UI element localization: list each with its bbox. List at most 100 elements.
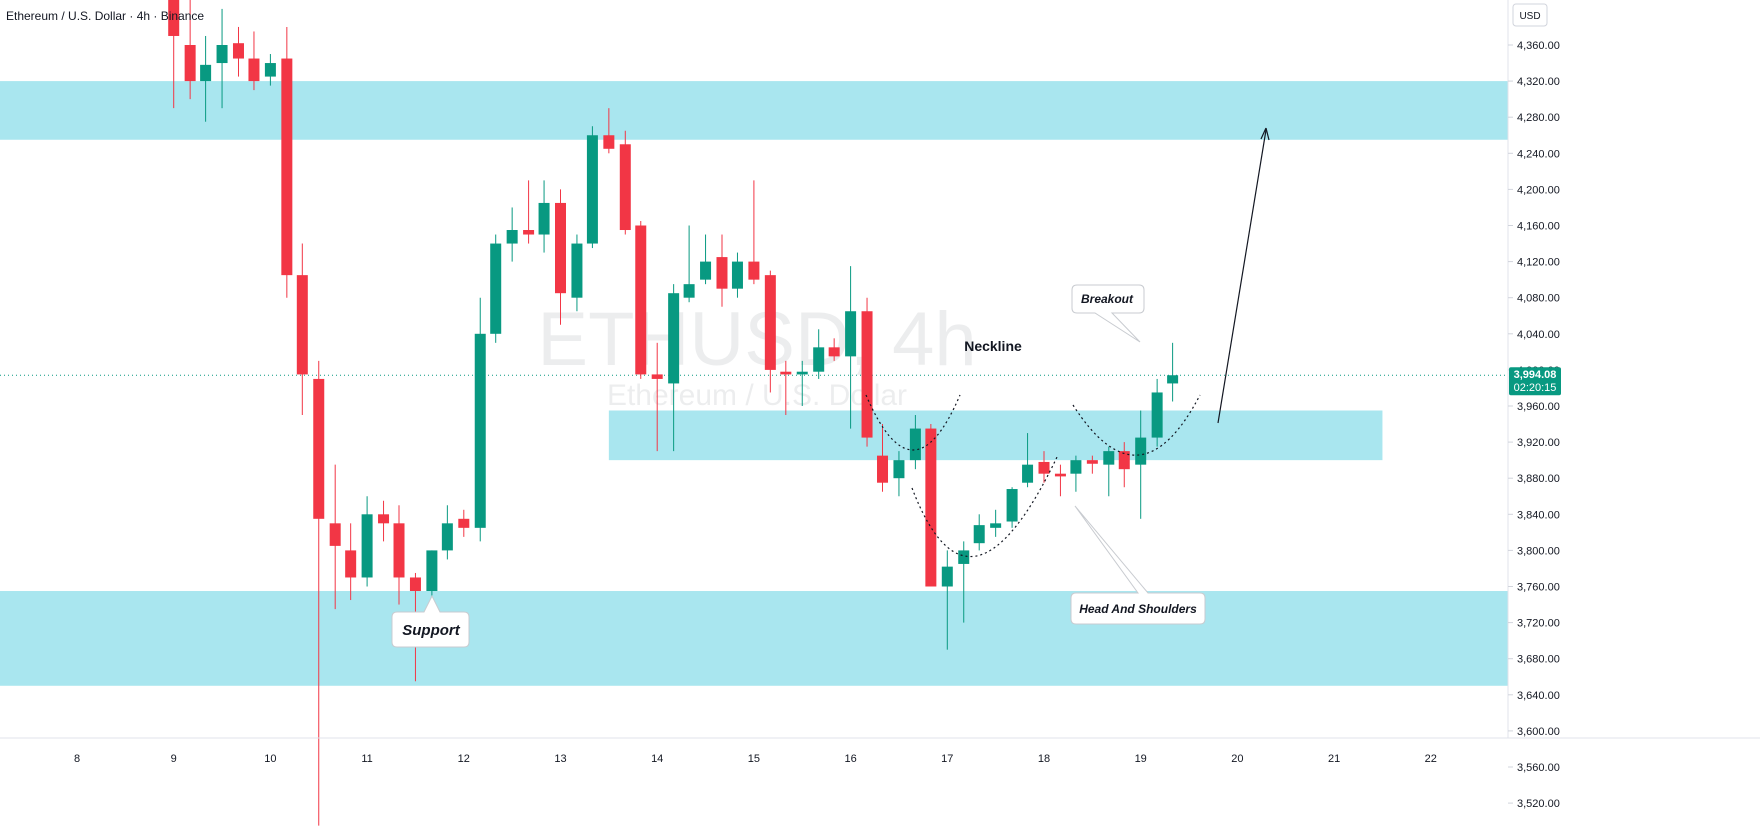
- head-and-shoulders-label: Head And Shoulders: [1079, 602, 1197, 616]
- candle-40: [813, 329, 825, 379]
- candles-layer: [168, 0, 1179, 826]
- x-tick-label: 11: [361, 753, 372, 765]
- x-tick-label: 14: [651, 753, 663, 765]
- current-price-value: 3,994.08: [1514, 369, 1557, 381]
- candle-4: [232, 26, 244, 77]
- pattern-curves: [865, 394, 1201, 558]
- candle-36: [748, 180, 760, 285]
- candle-8: [296, 243, 308, 416]
- right-shoulder-curve: [1072, 394, 1201, 456]
- x-tick-label: 15: [748, 753, 760, 765]
- y-tick-label: 3,880.00: [1517, 473, 1560, 485]
- candle-body: [296, 275, 308, 375]
- candle-body: [313, 378, 325, 519]
- candle-27: [603, 108, 615, 154]
- support-label: Support: [402, 622, 460, 639]
- y-tick-label: 3,560.00: [1517, 762, 1560, 774]
- candle-body: [393, 523, 405, 578]
- zone-0: [0, 81, 1508, 140]
- support-callout[interactable]: Support: [391, 594, 470, 648]
- candle-body: [281, 58, 293, 276]
- breakout-callout[interactable]: Breakout: [1071, 284, 1145, 343]
- y-tick-label: 3,920.00: [1517, 437, 1560, 449]
- candle-18: [458, 509, 470, 537]
- candle-body: [651, 374, 663, 379]
- x-tick-label: 16: [844, 753, 856, 765]
- candle-body: [441, 523, 453, 551]
- candle-56: [1070, 455, 1082, 492]
- candle-30: [651, 342, 663, 452]
- candle-17: [441, 505, 453, 560]
- x-tick-label: 17: [941, 753, 953, 765]
- candle-body: [248, 58, 260, 82]
- y-tick-label: 4,200.00: [1517, 184, 1560, 196]
- candle-47: [925, 424, 937, 587]
- currency-box: [1512, 3, 1548, 27]
- y-tick-label: 3,640.00: [1517, 690, 1560, 702]
- candle-body: [796, 371, 808, 375]
- candle-51: [990, 509, 1002, 537]
- candle-53: [1022, 433, 1034, 488]
- candle-34: [716, 234, 728, 307]
- candle-body: [184, 45, 196, 82]
- neckline-label: Neckline: [964, 338, 1022, 354]
- candle-23: [538, 180, 550, 253]
- candle-body: [925, 428, 937, 587]
- candle-body: [941, 566, 953, 587]
- y-tick-label: 3,760.00: [1517, 582, 1560, 594]
- candle-body: [716, 257, 728, 289]
- candle-28: [619, 130, 631, 235]
- candle-body: [409, 577, 421, 592]
- x-tick-label: 12: [458, 753, 470, 765]
- candle-body: [523, 230, 535, 235]
- candle-42: [845, 266, 857, 429]
- head-curve: [911, 454, 1059, 558]
- candle-31: [668, 284, 680, 452]
- candle-body: [1103, 451, 1115, 465]
- y-tick-label: 4,360.00: [1517, 40, 1560, 52]
- y-tick-label: 4,320.00: [1517, 76, 1560, 88]
- candle-body: [683, 284, 695, 298]
- candle-body: [1070, 460, 1082, 474]
- y-tick-label: 4,040.00: [1517, 329, 1560, 341]
- y-tick-label: 4,080.00: [1517, 293, 1560, 305]
- candle-body: [877, 455, 889, 483]
- candle-body: [490, 243, 502, 334]
- currency-label: USD: [1519, 11, 1540, 22]
- candle-body: [780, 371, 792, 375]
- zone-2: [608, 410, 1383, 461]
- price-axis[interactable]: USD 3,520.00 3,560.00 3,600.00 3,640.00 3,68…: [1507, 0, 1560, 810]
- breakout-arrow[interactable]: [1217, 127, 1270, 424]
- zones-layer: [0, 81, 1508, 686]
- candle-11: [345, 523, 357, 601]
- candle-body: [1086, 460, 1098, 464]
- candle-38: [780, 360, 792, 416]
- candle-body: [216, 45, 228, 64]
- x-tick-label: 20: [1231, 753, 1243, 765]
- candle-6: [264, 54, 276, 86]
- x-tick-label: 18: [1038, 753, 1050, 765]
- head-and-shoulders-callout[interactable]: Head And Shoulders: [1070, 505, 1206, 625]
- candle-46: [909, 415, 921, 470]
- y-tick-label: 3,600.00: [1517, 726, 1560, 738]
- candle-body: [748, 261, 760, 280]
- candle-body: [345, 550, 357, 578]
- candle-5: [248, 31, 260, 91]
- x-tick-label: 9: [171, 753, 177, 765]
- candle-body: [909, 428, 921, 461]
- candle-body: [603, 135, 615, 149]
- candle-55: [1054, 464, 1066, 497]
- candle-1: [184, 0, 196, 100]
- candle-59: [1118, 442, 1130, 488]
- candle-body: [845, 311, 857, 357]
- candle-35: [731, 252, 743, 298]
- candle-7: [281, 26, 293, 298]
- breakout-label: Breakout: [1081, 292, 1134, 306]
- time-axis[interactable]: 8 9 10 11 12 13 14 15 16 17 18 19 20 21 22: [0, 737, 1760, 765]
- y-tick-label: 3,720.00: [1517, 618, 1560, 630]
- candle-body: [893, 460, 905, 479]
- candle-body: [764, 275, 776, 370]
- watermark: ETHUSD, 4h Ethereum / U.S. Dollar: [537, 297, 976, 412]
- candle-body: [474, 333, 486, 528]
